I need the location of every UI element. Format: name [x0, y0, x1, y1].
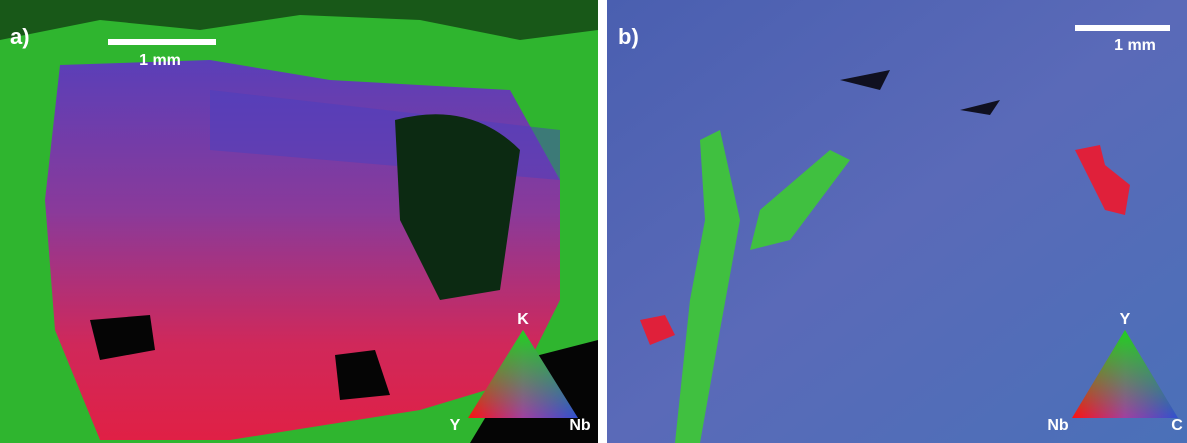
color-triangle-overlay [468, 330, 578, 418]
panel-label: b) [618, 24, 639, 49]
pore [840, 70, 890, 90]
triangle-label: Y [450, 417, 461, 434]
pore [960, 100, 1000, 115]
triangle-label: Nb [569, 417, 591, 434]
panel-a: a) 1 mm K Y Nb [0, 0, 598, 443]
triangle-label: C [1171, 417, 1183, 434]
triangle-label: Y [1120, 311, 1131, 328]
color-triangle-overlay [1072, 330, 1178, 418]
scale-label: 1 mm [139, 52, 181, 69]
red-grain [640, 315, 675, 345]
red-grain [1075, 145, 1130, 215]
scale-bar [1075, 25, 1170, 31]
inclusion [395, 114, 520, 301]
hole [335, 350, 390, 400]
green-vein [675, 130, 740, 443]
scale-bar [108, 39, 216, 45]
triangle-label: K [517, 311, 529, 328]
hole [90, 315, 155, 360]
green-vein [750, 150, 850, 250]
scale-label: 1 mm [1114, 37, 1156, 54]
panel-b: b) 1 mm Y Nb C [607, 0, 1187, 443]
dark-area [0, 0, 598, 40]
triangle-label: Nb [1047, 417, 1069, 434]
panel-label: a) [10, 24, 30, 49]
